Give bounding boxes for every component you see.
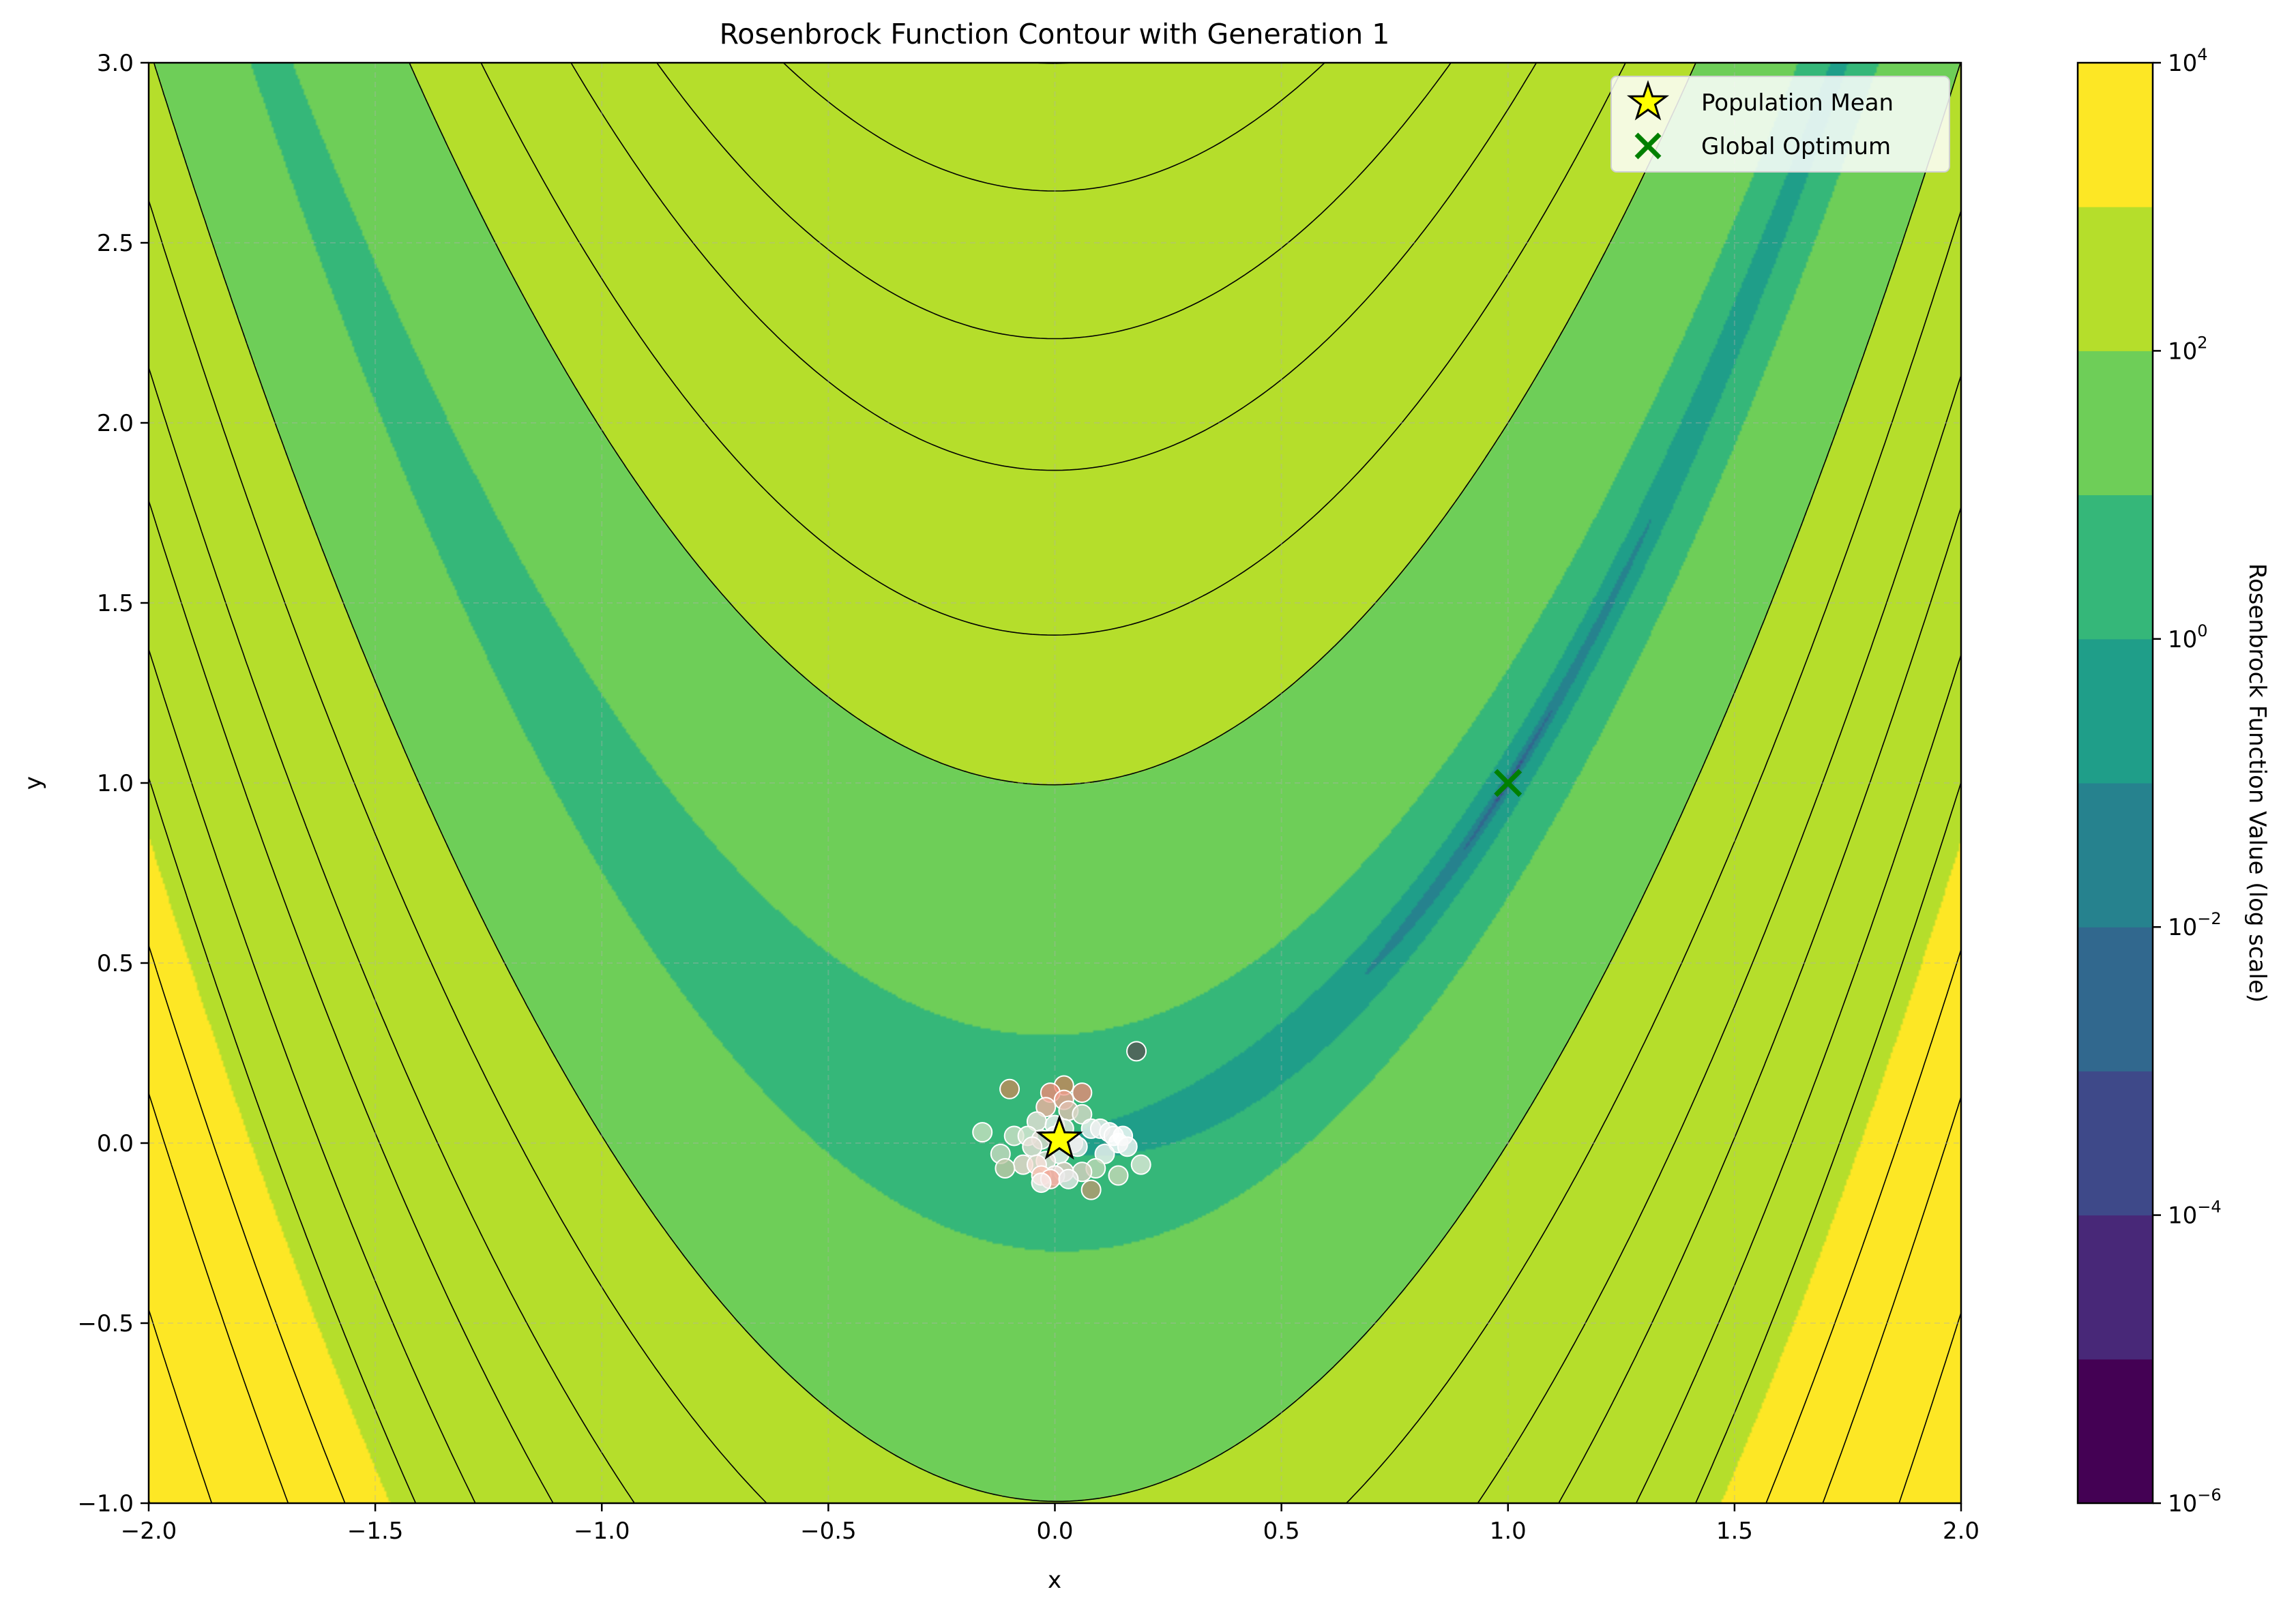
- colorbar-frame: [2076, 61, 2154, 1505]
- x-tick-label: 1.0: [1490, 1518, 1527, 1545]
- colorbar-band: [2078, 638, 2153, 784]
- y-tick-label: 2.0: [97, 410, 134, 437]
- population-point: [1117, 1136, 1138, 1157]
- x-axis: −2.0 −1.5 −1.0 −0.5 0.0 0.5 1.0 1.5 2.0: [121, 1503, 1979, 1545]
- colorbar-band: [2078, 1215, 2153, 1360]
- colorbar-tick-label: 10−4: [2168, 1198, 2222, 1230]
- contour-line-4: [149, 63, 1961, 1503]
- y-axis: −1.0 −0.5 0.0 0.5 1.0 1.5 2.0 2.5 3.0: [77, 50, 149, 1518]
- contour-line-7: [149, 1093, 1961, 1503]
- y-tick-label: 1.5: [97, 590, 134, 617]
- colorbar-tick-label: 100: [2168, 621, 2208, 653]
- population-point: [1094, 1143, 1115, 1164]
- contour-line-0: [153, 63, 1961, 1503]
- colorbar-tick-label: 104: [2168, 45, 2208, 77]
- contour-line-6: [149, 945, 1961, 1503]
- colorbar-band: [2078, 63, 2153, 207]
- population-point: [1022, 1136, 1043, 1157]
- colorbar-band: [2078, 1071, 2153, 1216]
- x-tick-label: 0.0: [1036, 1518, 1073, 1545]
- contour-line-5: [149, 63, 1961, 1503]
- chart-title: Rosenbrock Function Contour with Generat…: [720, 18, 1390, 50]
- population-point: [1126, 1041, 1147, 1062]
- colorbar-band: [2078, 783, 2153, 928]
- x-tick-label: 2.0: [1943, 1518, 1979, 1545]
- legend-box: [1610, 76, 1950, 173]
- y-axis-label: y: [20, 776, 47, 790]
- y-tick-label: 0.0: [97, 1130, 134, 1157]
- x-axis-label: x: [1048, 1567, 1061, 1594]
- y-tick-label: −1.0: [77, 1490, 134, 1518]
- legend-x-icon: [1634, 132, 1662, 160]
- x-tick-label: 0.5: [1263, 1518, 1300, 1545]
- plot-area: [149, 63, 1961, 1503]
- legend-label: Population Mean: [1701, 89, 1894, 117]
- y-tick-label: 0.5: [97, 950, 134, 977]
- colorbar-band: [2078, 494, 2153, 640]
- colorbar-band: [2078, 927, 2153, 1071]
- colorbar-band: [2078, 207, 2153, 351]
- x-tick-label: −1.5: [347, 1518, 404, 1545]
- population-point: [1108, 1165, 1129, 1186]
- population-point: [999, 1078, 1020, 1099]
- colorbar: 10−6 10−4 10−2 100 102 104: [2076, 45, 2222, 1518]
- grid-lines: [149, 63, 1961, 1503]
- population-point: [1058, 1168, 1079, 1189]
- legend-label: Global Optimum: [1701, 133, 1891, 160]
- colorbar-tick-label: 10−2: [2168, 909, 2222, 941]
- markers: [1035, 769, 1522, 1160]
- filled-contours: [149, 63, 1961, 1503]
- x-tick-label: −0.5: [800, 1518, 857, 1545]
- contour-lines: [149, 63, 1961, 1503]
- population-point: [1072, 1082, 1093, 1104]
- y-tick-label: 3.0: [97, 50, 134, 77]
- population-point: [1080, 1179, 1102, 1200]
- population-points: [972, 1041, 1151, 1200]
- y-tick-label: 2.5: [97, 230, 134, 257]
- colorbar-band: [2078, 351, 2153, 496]
- contour-line-8: [149, 1309, 1961, 1503]
- colorbar-band: [2078, 1359, 2153, 1504]
- colorbar-tick-label: 10−6: [2168, 1485, 2222, 1518]
- legend: Population Mean Global Optimum: [1610, 76, 1950, 173]
- colorbar-label: Rosenbrock Function Value (log scale): [2243, 563, 2271, 1003]
- population-point: [1031, 1172, 1052, 1194]
- colorbar-tick-label: 102: [2168, 333, 2208, 365]
- y-tick-label: −0.5: [77, 1310, 134, 1337]
- x-tick-label: 1.5: [1716, 1518, 1753, 1545]
- contour-fill-image: [149, 63, 1961, 1503]
- x-tick-label: −1.0: [574, 1518, 630, 1545]
- population-point: [1035, 1097, 1057, 1118]
- population-point: [995, 1157, 1016, 1179]
- population-point: [972, 1122, 993, 1143]
- contour-line-3: [149, 63, 1961, 1503]
- contour-line-1: [149, 63, 1961, 1503]
- population-mean-marker: [1035, 1114, 1083, 1160]
- y-tick-label: 1.0: [97, 770, 134, 797]
- x-tick-label: −2.0: [121, 1518, 177, 1545]
- legend-star-icon: [1626, 80, 1670, 121]
- population-point: [1130, 1154, 1151, 1175]
- global-optimum-marker: [1494, 769, 1522, 797]
- population-point: [1072, 1104, 1093, 1125]
